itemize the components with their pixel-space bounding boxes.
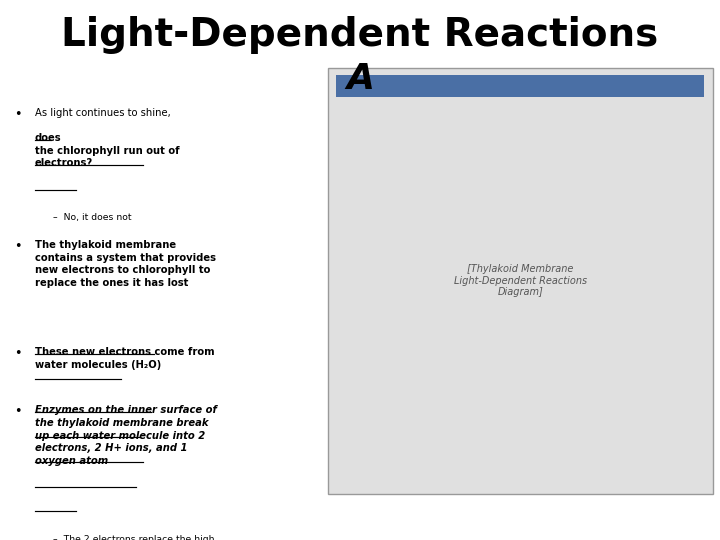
- Text: [Thylakoid Membrane
Light-Dependent Reactions
Diagram]: [Thylakoid Membrane Light-Dependent Reac…: [454, 264, 587, 298]
- Text: As light continues to shine,: As light continues to shine,: [35, 108, 174, 118]
- Text: does
the chlorophyll run out of
electrons?: does the chlorophyll run out of electron…: [35, 133, 179, 168]
- Text: •: •: [14, 108, 22, 121]
- Text: Light-Dependent Reactions: Light-Dependent Reactions: [61, 16, 659, 54]
- Text: •: •: [14, 405, 22, 418]
- Text: The thylakoid membrane
contains a system that provides
new electrons to chloroph: The thylakoid membrane contains a system…: [35, 240, 215, 288]
- Text: –  No, it does not: – No, it does not: [53, 213, 131, 222]
- Text: •: •: [14, 347, 22, 360]
- Text: These new electrons come from
water molecules (H₂O): These new electrons come from water mole…: [35, 347, 214, 370]
- FancyBboxPatch shape: [328, 68, 713, 494]
- Text: –  The 2 electrons replace the high
       -energy electrons that
       chlorop: – The 2 electrons replace the high -ener…: [53, 535, 214, 540]
- Text: Enzymes on the inner surface of
the thylakoid membrane break
up each water molec: Enzymes on the inner surface of the thyl…: [35, 405, 217, 466]
- Text: •: •: [14, 240, 22, 253]
- FancyBboxPatch shape: [336, 75, 704, 97]
- Text: A: A: [346, 62, 374, 96]
